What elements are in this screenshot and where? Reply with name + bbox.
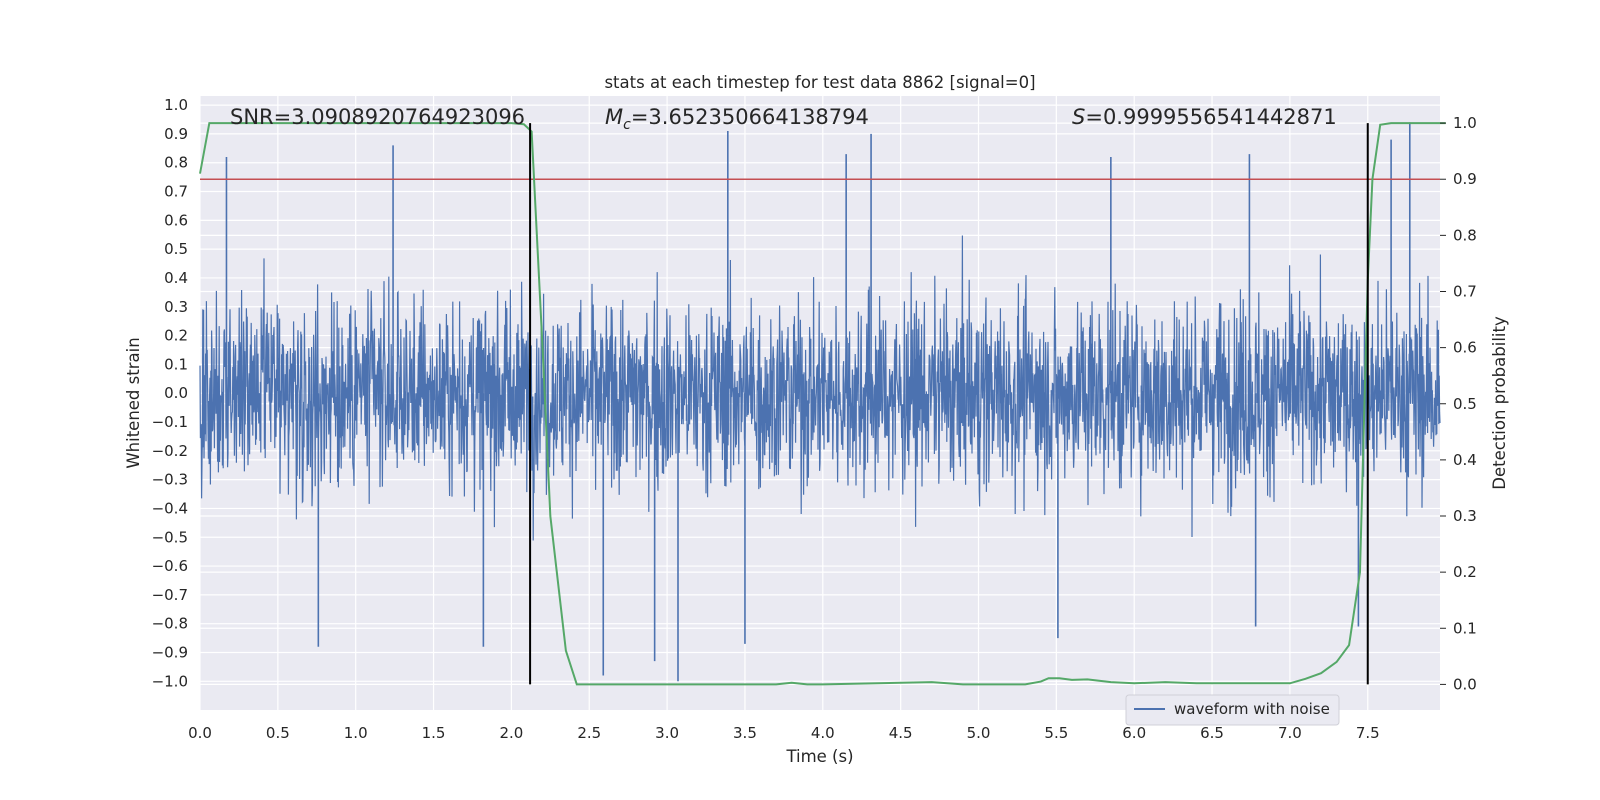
y-left-tick-labels: −1.0 −0.9 −0.8 −0.7 −0.6 −0.5 −0.4 −0.3 −0.2 −0.1… [152, 96, 188, 690]
y-left-tick-label: 0.2 [164, 327, 188, 345]
waveform-spikes [225, 122, 1411, 682]
y-axis-label-left: Whitened strain [124, 337, 143, 468]
y-left-tick-label: 0.8 [164, 154, 188, 172]
x-tick-label: 6.5 [1200, 724, 1224, 742]
chirp-mass-symbol: M [605, 105, 623, 129]
y-left-tick-label: 0.7 [164, 183, 188, 201]
y-left-tick-label: −0.9 [152, 643, 188, 661]
y-left-tick-label: −0.1 [152, 413, 188, 431]
score-value: =0.9999556541442871 [1085, 105, 1336, 129]
y-left-tick-label: 0.6 [164, 211, 188, 229]
y-left-tick-label: 0.0 [164, 384, 188, 402]
chirp-mass-annotation: Mc=3.652350664138794 [605, 105, 869, 133]
x-tick-label: 1.5 [422, 724, 446, 742]
y-left-tick-label: −0.3 [152, 471, 188, 489]
legend[interactable]: waveform with noise [1125, 694, 1340, 726]
legend-box [1125, 694, 1340, 726]
y-left-tick-label: −1.0 [152, 672, 188, 690]
x-tick-labels: 0.0 0.5 1.0 1.5 2.0 2.5 3.0 3.5 4.0 4.5 5.0 5.5 6.0 6… [188, 724, 1380, 742]
y-right-tick-label: 0.7 [1453, 282, 1477, 300]
y-left-tick-label: 0.1 [164, 355, 188, 373]
x-tick-label: 2.5 [577, 724, 601, 742]
y-right-tick-labels: 0.0 0.1 0.2 0.3 0.4 0.5 0.6 0.7 0.8 0.9 1.0 [1440, 114, 1477, 693]
detection-probability-line [199, 122, 1446, 686]
x-tick-label: 4.5 [889, 724, 913, 742]
y-left-tick-label: −0.7 [152, 586, 188, 604]
x-tick-label: 7.0 [1278, 724, 1302, 742]
x-tick-label: 0.0 [188, 724, 212, 742]
score-annotation: S=0.9999556541442871 [1072, 105, 1337, 129]
legend-label: waveform with noise [1174, 700, 1330, 718]
y-left-tick-label: 0.3 [164, 298, 188, 316]
chirp-mass-subscript: c [623, 117, 631, 133]
x-tick-label: 1.0 [344, 724, 368, 742]
x-tick-label: 2.0 [499, 724, 523, 742]
y-left-tick-label: −0.2 [152, 442, 188, 460]
y-left-tick-label: −0.5 [152, 528, 188, 546]
y-left-tick-label: −0.6 [152, 557, 188, 575]
x-tick-label: 5.0 [967, 724, 991, 742]
y-right-tick-label: 0.8 [1453, 226, 1477, 244]
y-right-tick-label: 1.0 [1453, 114, 1477, 132]
y-axis-label-right: Detection probability [1490, 316, 1509, 490]
x-tick-label: 3.0 [655, 724, 679, 742]
y-right-tick-label: 0.0 [1453, 675, 1477, 693]
y-right-tick-label: 0.4 [1453, 451, 1477, 469]
y-left-tick-label: −0.8 [152, 615, 188, 633]
score-symbol: S [1072, 105, 1085, 129]
y-right-tick-label: 0.5 [1453, 395, 1477, 413]
x-tick-label: 6.0 [1122, 724, 1146, 742]
y-right-tick-label: 0.1 [1453, 619, 1477, 637]
chirp-mass-value: =3.652350664138794 [631, 105, 869, 129]
x-axis-label: Time (s) [785, 747, 853, 766]
x-tick-label: 7.5 [1356, 724, 1380, 742]
y-left-tick-label: 0.9 [164, 125, 188, 143]
y-right-tick-label: 0.9 [1453, 170, 1477, 188]
x-tick-label: 4.0 [811, 724, 835, 742]
x-tick-label: 3.5 [733, 724, 757, 742]
y-right-tick-label: 0.3 [1453, 507, 1477, 525]
x-tick-label: 5.5 [1044, 724, 1068, 742]
chart-title: stats at each timestep for test data 886… [604, 73, 1035, 92]
y-left-tick-label: 0.4 [164, 269, 188, 287]
y-right-tick-label: 0.6 [1453, 339, 1477, 357]
y-right-tick-label: 0.2 [1453, 563, 1477, 581]
event-vlines [529, 123, 1369, 685]
y-left-tick-label: 0.5 [164, 240, 188, 258]
snr-annotation: SNR=3.0908920764923096 [230, 105, 525, 129]
y-left-tick-label: −0.4 [152, 499, 188, 517]
x-tick-label: 0.5 [266, 724, 290, 742]
y-left-tick-label: 1.0 [164, 96, 188, 114]
waveform-noise-series [199, 235, 1441, 541]
